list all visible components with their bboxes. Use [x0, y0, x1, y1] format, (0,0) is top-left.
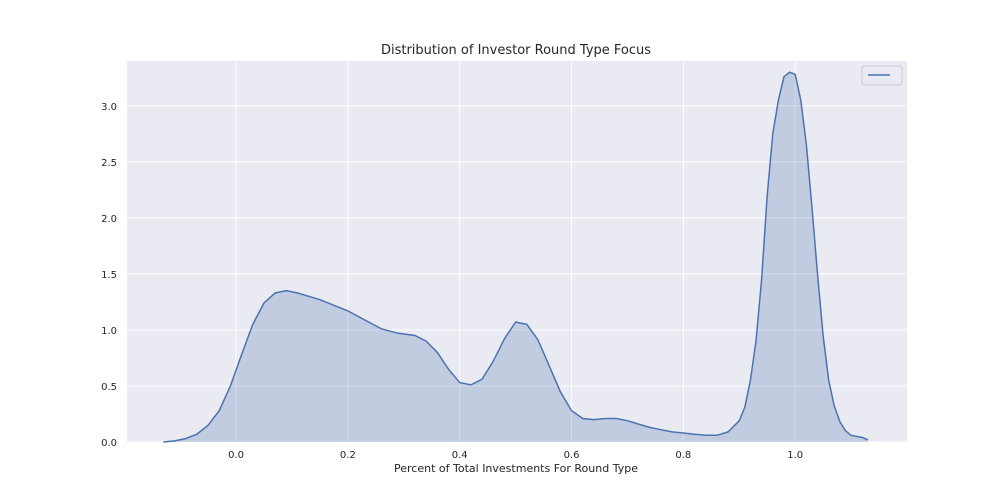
density-marks: [163, 71, 869, 443]
y-tick-label: 2.5: [101, 158, 117, 169]
grid-lines: [127, 61, 907, 443]
plot-area: [127, 61, 907, 442]
legend: [861, 65, 903, 86]
x-tick-label: 0.0: [228, 450, 244, 461]
y-tick-label: 0.5: [101, 382, 117, 393]
y-tick-label: 1.0: [101, 326, 117, 337]
y-axis-ticks: 0.0 0.5 1.0 1.5 2.0 2.5 3.0: [101, 102, 117, 449]
x-tick-label: 0.6: [564, 450, 580, 461]
x-tick-label: 0.4: [452, 450, 468, 461]
x-axis-ticks: 0.0 0.2 0.4 0.6 0.8 1.0: [228, 450, 803, 461]
x-tick-label: 1.0: [787, 450, 803, 461]
y-tick-label: 3.0: [101, 102, 117, 113]
chart-title: Distribution of Investor Round Type Focu…: [381, 43, 651, 58]
x-tick-label: 0.2: [340, 450, 356, 461]
x-axis-label: Percent of Total Investments For Round T…: [394, 462, 638, 475]
x-tick-label: 0.8: [675, 450, 691, 461]
y-tick-label: 1.5: [101, 270, 117, 281]
density-area: [163, 72, 868, 442]
y-tick-label: 2.0: [101, 214, 117, 225]
density-line: [163, 71, 869, 443]
y-tick-label: 0.0: [101, 438, 117, 449]
